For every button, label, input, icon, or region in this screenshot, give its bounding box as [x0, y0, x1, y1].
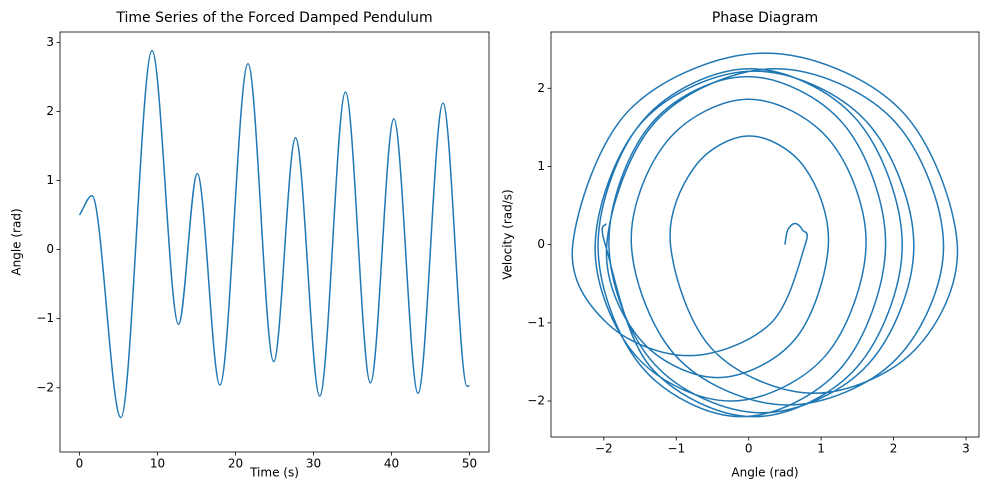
y-axis-label: Velocity (rad/s) — [501, 189, 515, 279]
x-tick-label: 0 — [745, 442, 753, 456]
y-tick-label: −2 — [527, 394, 545, 408]
y-tick-label: −1 — [36, 311, 54, 325]
x-tick-label: 3 — [962, 442, 970, 456]
x-tick-label: 30 — [306, 457, 321, 471]
line — [571, 52, 959, 418]
y-tick-label: 0 — [537, 237, 545, 251]
x-tick-label: −1 — [667, 442, 685, 456]
chart-title: Phase Diagram — [712, 10, 818, 26]
axes-frame — [59, 31, 490, 453]
x-axis-label: Time (s) — [249, 466, 299, 480]
x-tick-label: −2 — [595, 442, 613, 456]
x-tick-label: 2 — [890, 442, 898, 456]
y-axis-label: Angle (rad) — [10, 208, 24, 275]
plot-area — [571, 52, 959, 418]
y-tick-label: 2 — [537, 81, 545, 95]
line — [78, 49, 470, 419]
x-tick-label: 50 — [462, 457, 477, 471]
y-tick-label: 1 — [537, 159, 545, 173]
y-tick-label: 2 — [46, 104, 54, 118]
x-tick-label: 20 — [228, 457, 243, 471]
x-tick-label: 10 — [150, 457, 165, 471]
y-tick-label: 1 — [46, 173, 54, 187]
plot-area — [78, 49, 470, 419]
x-tick-label: 0 — [76, 457, 84, 471]
x-axis-label: Angle (rad) — [731, 466, 798, 480]
chart-title: Time Series of the Forced Damped Pendulu… — [115, 10, 432, 26]
x-tick-label: 40 — [384, 457, 399, 471]
y-tick-label: 3 — [46, 35, 54, 49]
y-tick-label: −1 — [527, 315, 545, 329]
y-tick-label: 0 — [46, 242, 54, 256]
axes-frame — [550, 31, 980, 438]
x-tick-label: 1 — [817, 442, 825, 456]
y-tick-label: −2 — [36, 380, 54, 394]
